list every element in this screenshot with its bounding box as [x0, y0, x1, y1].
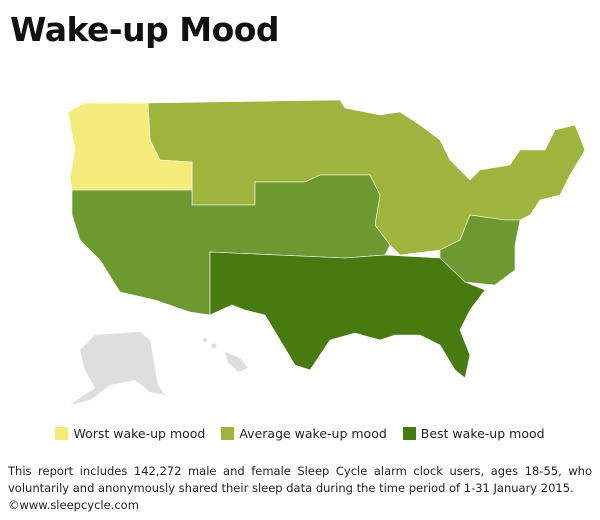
- legend-item: Average wake-up mood: [221, 426, 387, 441]
- region-worst: [67, 102, 193, 191]
- alaska: [70, 332, 165, 405]
- legend-swatch: [55, 427, 69, 440]
- legend-item: Worst wake-up mood: [55, 426, 205, 441]
- legend-label: Best wake-up mood: [420, 426, 545, 441]
- hawaii: [211, 343, 217, 349]
- footnote: This report includes 142,272 male and fe…: [8, 463, 592, 514]
- legend-swatch: [221, 427, 235, 440]
- title: Wake-up Mood: [10, 10, 280, 49]
- hawaii: [203, 338, 207, 342]
- source: ©www.sleepcycle.com: [8, 498, 139, 512]
- legend-item: Best wake-up mood: [402, 426, 545, 441]
- map: [67, 99, 586, 405]
- region-best: [209, 251, 486, 379]
- legend: Worst wake-up mood Average wake-up mood Be…: [0, 426, 600, 441]
- legend-label: Worst wake-up mood: [73, 426, 206, 441]
- hawaii: [225, 352, 248, 372]
- region-above-average: [71, 174, 391, 316]
- legend-label: Average wake-up mood: [239, 426, 387, 441]
- footnote-text: This report includes 142,272 male and fe…: [8, 464, 592, 495]
- legend-swatch: [402, 427, 416, 440]
